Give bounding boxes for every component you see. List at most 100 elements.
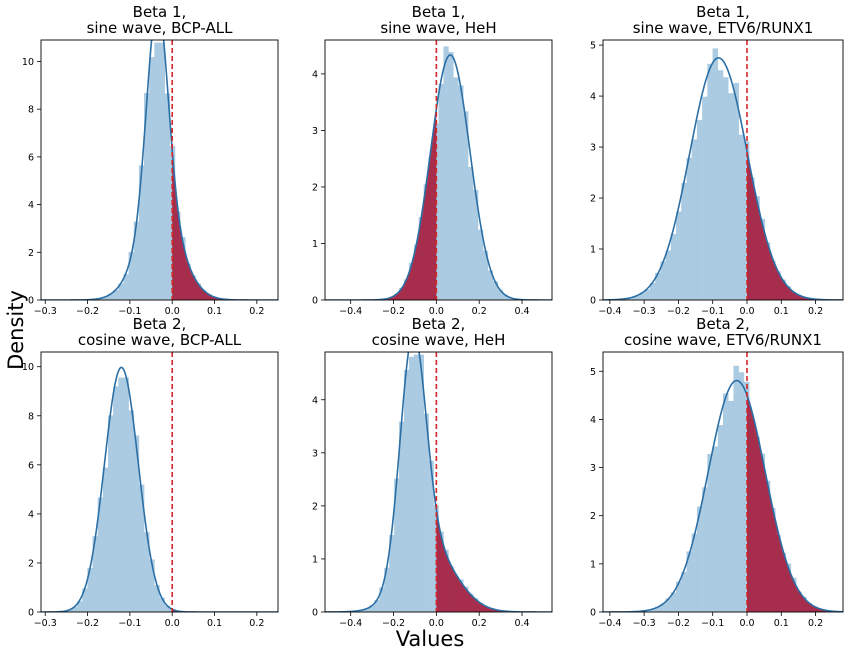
y-tick-label: 8	[28, 105, 34, 116]
y-tick-label: 0	[590, 296, 596, 307]
histogram-bar	[477, 229, 484, 300]
histogram-bar	[77, 601, 83, 612]
axes-frame	[324, 351, 553, 613]
histogram-bar	[144, 532, 150, 612]
histogram-bar	[413, 354, 420, 612]
shaded-tail-area	[325, 109, 437, 300]
histogram-bar	[723, 77, 729, 300]
subplot-1: −0.3 −0.2 −0.1 0.0 0.1 0.2 0 2 4 6 8 10 Beta 1,sine …	[22, 3, 279, 317]
shaded-tail-area	[747, 151, 843, 300]
x-tick-label: −0.3	[34, 306, 57, 317]
histogram-bar	[364, 608, 370, 612]
histogram-bar	[665, 598, 672, 612]
histogram-bar	[649, 283, 656, 300]
histogram-bar	[665, 250, 672, 300]
histogram-bar	[676, 581, 682, 612]
x-tick-label: −0.2	[76, 618, 99, 629]
histogram-bar	[428, 460, 434, 612]
y-tick-label: 2	[28, 248, 34, 259]
x-tick-label: 0.1	[207, 306, 222, 317]
histogram-bar	[670, 592, 677, 612]
subplot-title-line: Beta 1,	[696, 3, 750, 21]
histogram-bar	[159, 42, 165, 300]
histogram-bar	[102, 467, 109, 612]
x-tick-label: 0.1	[774, 618, 789, 629]
y-tick-label: 5	[590, 41, 596, 52]
histogram-bar	[433, 505, 439, 612]
histogram-bar	[118, 283, 124, 300]
y-tick-label: 5	[590, 367, 596, 378]
histogram-bar	[144, 93, 150, 300]
x-tick-label: 0.0	[165, 618, 180, 629]
x-tick-label: −0.1	[701, 306, 724, 317]
histogram-bar	[458, 85, 464, 300]
histogram-bar	[159, 597, 165, 612]
histogram-bar	[123, 377, 129, 612]
y-tick-label: 3	[590, 143, 596, 154]
histogram-bar	[149, 57, 155, 300]
histogram-bar	[149, 559, 155, 612]
histogram-bar	[660, 603, 666, 612]
subplot-title-line: cosine wave, BCP-ALL	[78, 331, 242, 349]
histogram-bar	[369, 605, 375, 612]
axes-frame	[602, 351, 844, 613]
histogram-bar	[403, 369, 410, 612]
subplot-title-line: Beta 2,	[133, 315, 187, 333]
x-tick-label: −0.4	[598, 306, 621, 317]
histogram-bar	[691, 139, 698, 300]
histogram-bar	[686, 157, 692, 300]
histogram-bar	[128, 410, 135, 612]
y-tick-label: 6	[28, 152, 34, 163]
histogram-bar	[733, 365, 739, 612]
y-tick-label: 0	[312, 296, 318, 307]
x-tick-label: 0.2	[472, 306, 487, 317]
subplot-3: −0.4 −0.3 −0.2 −0.1 0.0 0.1 0.2 0 1 2 3 4 5 Beta 1,si…	[590, 3, 844, 317]
histogram-bar	[644, 610, 651, 612]
x-tick-label: −0.4	[339, 618, 362, 629]
histogram-bar	[738, 372, 745, 612]
histogram-bar	[507, 297, 513, 300]
y-tick-label: 2	[312, 182, 318, 193]
histogram-bar	[133, 221, 140, 300]
histogram-bar	[502, 294, 508, 300]
histogram-bar	[164, 93, 171, 300]
histogram-bar	[728, 93, 734, 300]
axes-frame	[602, 39, 844, 301]
y-tick-label: 0	[590, 608, 596, 619]
histogram-bar	[696, 120, 703, 300]
y-tick-label: 3	[590, 463, 596, 474]
y-tick-label: 1	[590, 245, 596, 256]
histogram-bar	[676, 211, 682, 300]
plot-area	[325, 352, 552, 612]
histogram-bar	[107, 415, 114, 612]
histogram-bar	[133, 435, 140, 612]
histogram-bar	[394, 478, 400, 612]
x-tick-label: 0.0	[165, 306, 180, 317]
x-tick-label: 0.2	[249, 306, 264, 317]
histogram-bar	[487, 270, 494, 300]
y-tick-label: 2	[28, 558, 34, 569]
y-tick-label: 2	[312, 501, 318, 512]
histogram-bar	[374, 600, 380, 612]
x-tick-label: −0.4	[598, 618, 621, 629]
subplot-4: −0.3 −0.2 −0.1 0.0 0.1 0.2 0 2 4 6 8 10 Beta 2,cosin…	[22, 315, 279, 629]
x-tick-label: 0.1	[207, 618, 222, 629]
kde-line	[603, 57, 843, 300]
x-tick-label: −0.2	[382, 306, 405, 317]
y-tick-label: 3	[312, 448, 318, 459]
subplot-title-line: cosine wave, HeH	[372, 331, 506, 349]
y-tick-label: 4	[312, 395, 318, 406]
histogram-bar	[379, 587, 385, 612]
histogram-bar	[408, 356, 415, 612]
x-tick-label: 0.0	[739, 618, 754, 629]
x-tick-label: 0.0	[429, 618, 444, 629]
plot-area	[603, 352, 843, 612]
histogram-bar	[359, 609, 365, 612]
y-tick-label: 2	[590, 194, 596, 205]
shaded-tail-area	[436, 509, 552, 612]
histogram-bar	[728, 400, 734, 612]
x-tick-label: −0.2	[76, 306, 99, 317]
y-tick-label: 6	[28, 460, 34, 471]
histogram-bar	[497, 289, 503, 300]
